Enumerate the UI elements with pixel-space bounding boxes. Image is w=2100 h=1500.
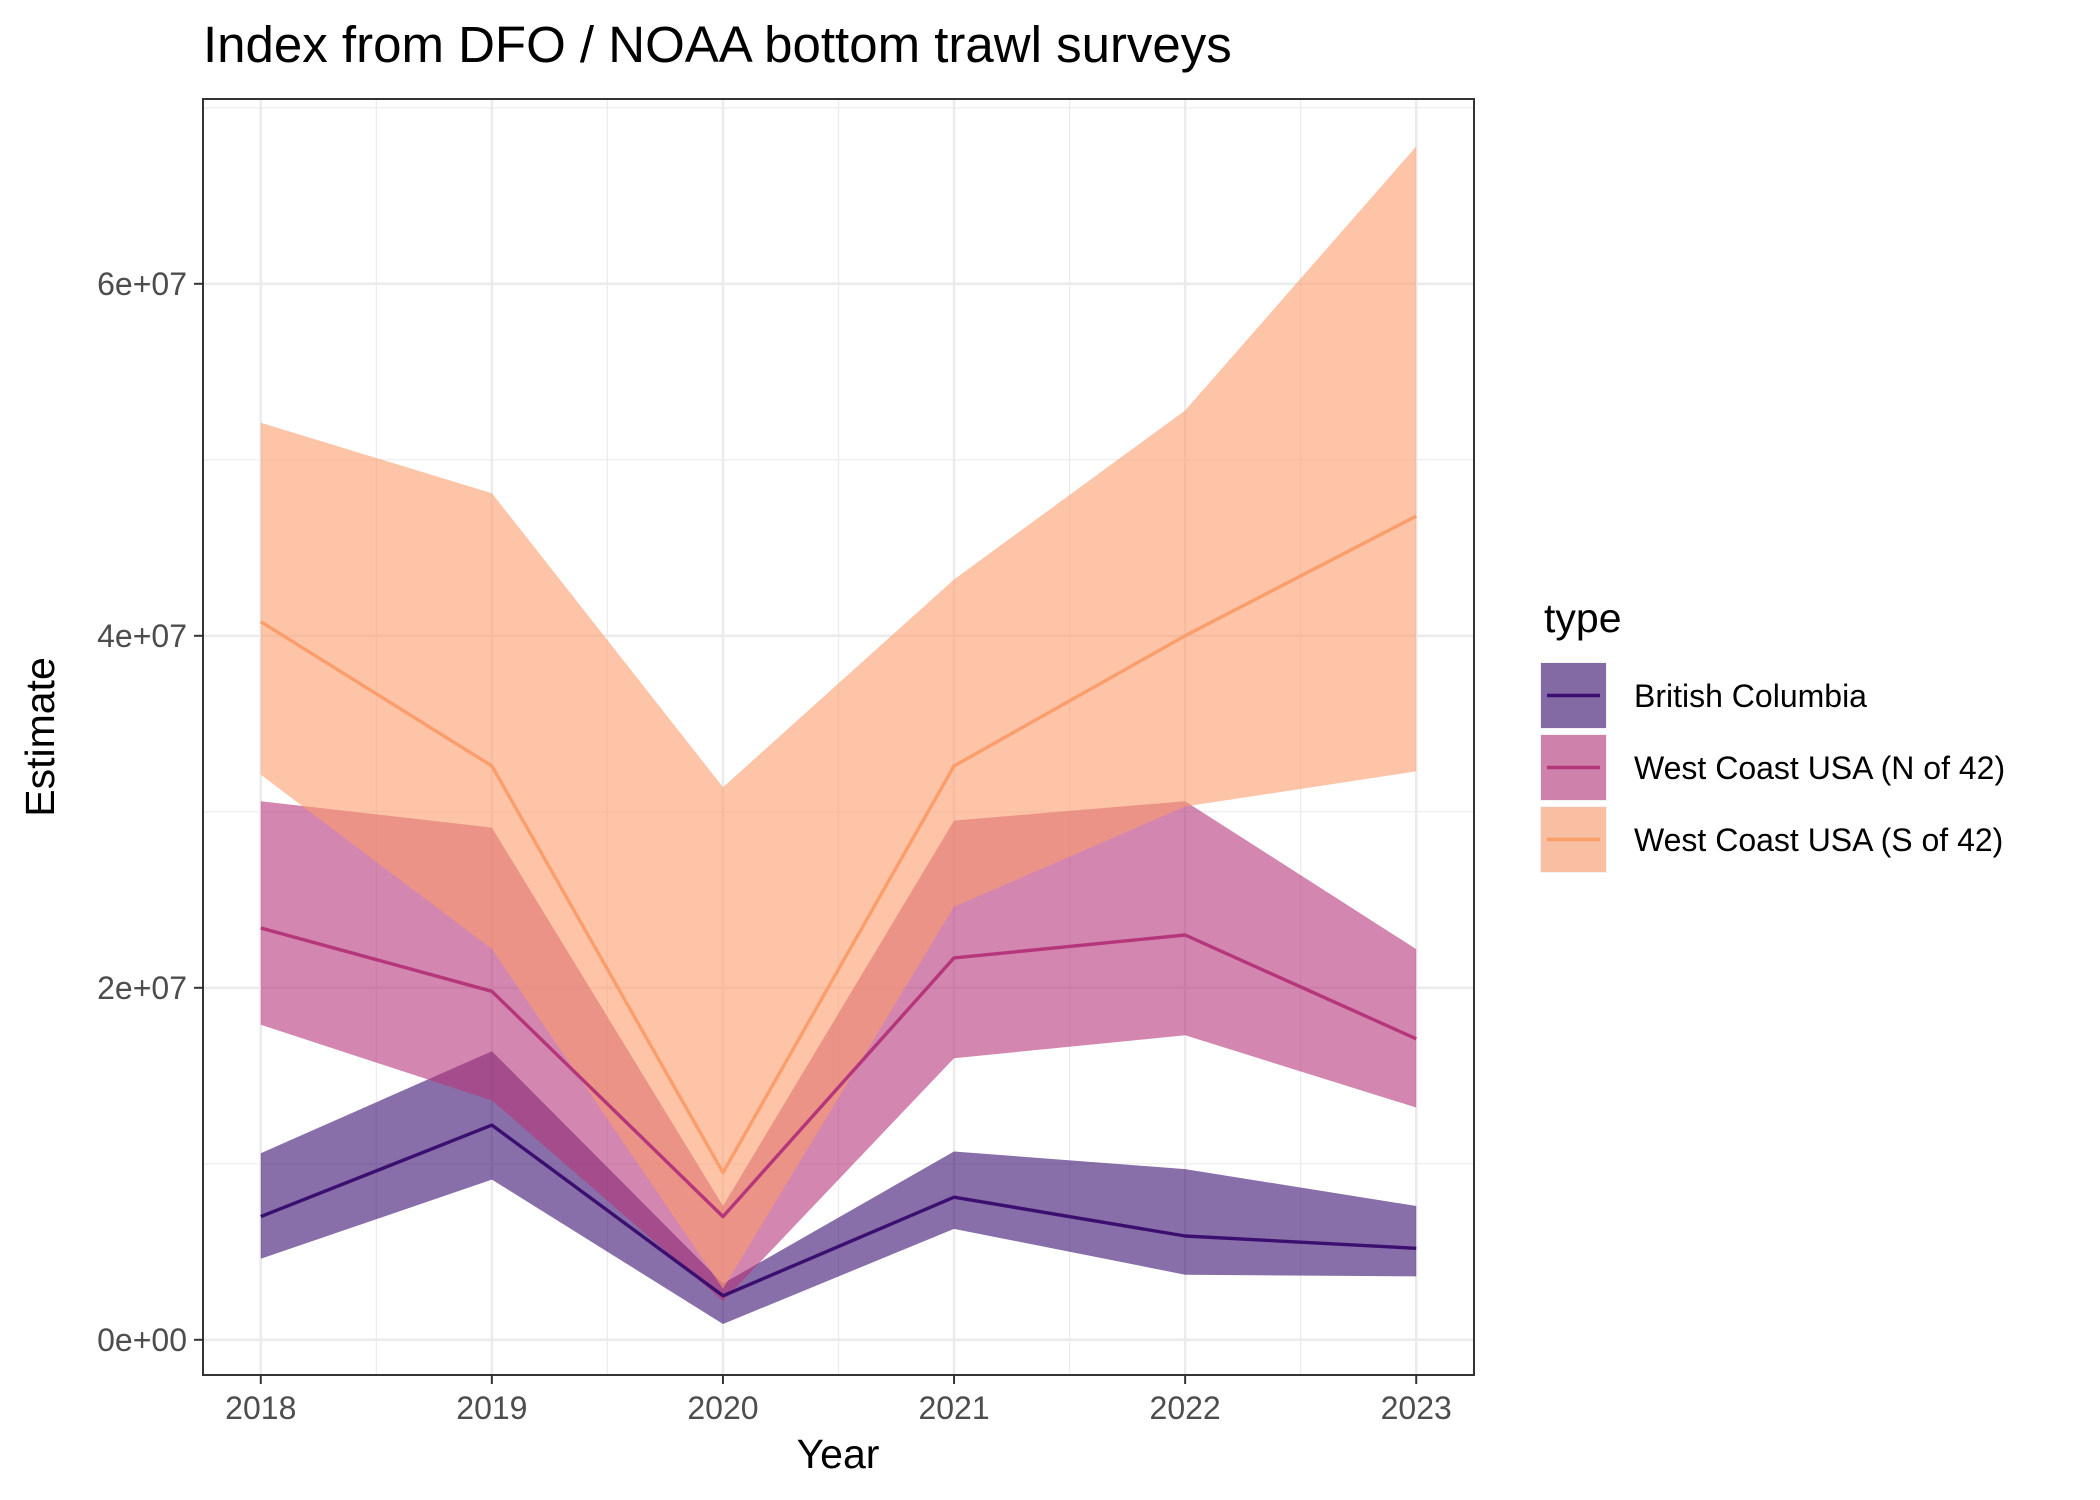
y-axis-title: Estimate [17, 657, 63, 817]
x-tick-label: 2018 [225, 1390, 296, 1426]
x-axis: 2018 2019 2020 2021 2022 2023 [225, 1375, 1452, 1426]
chart-title: Index from DFO / NOAA bottom trawl surve… [203, 16, 1232, 73]
ribbons [260, 146, 1417, 1324]
x-tick-label: 2021 [918, 1390, 989, 1426]
x-tick-label: 2020 [687, 1390, 758, 1426]
line-series-2 [259, 514, 1417, 1175]
x-tick-label: 2022 [1150, 1390, 1221, 1426]
lines [259, 514, 1417, 1298]
legend-label: British Columbia [1634, 678, 1867, 714]
y-tick-label: 6e+07 [97, 266, 187, 302]
x-tick-label: 2023 [1381, 1390, 1452, 1426]
y-axis: 0e+00 2e+07 4e+07 6e+07 [97, 266, 203, 1358]
x-tick-label: 2019 [456, 1390, 527, 1426]
legend-title: type [1544, 595, 1622, 641]
panel-border [202, 98, 1475, 1376]
y-tick-label: 0e+00 [97, 1322, 187, 1358]
y-tick-label: 2e+07 [97, 970, 187, 1006]
ribbon-series-2 [260, 146, 1417, 1289]
legend-label: West Coast USA (N of 42) [1634, 750, 2005, 786]
legend: type British Columbia West Coast USA (N o… [1540, 595, 2005, 873]
legend-label: West Coast USA (S of 42) [1634, 822, 2003, 858]
line-series-0 [260, 1123, 1417, 1298]
y-tick-label: 4e+07 [97, 618, 187, 654]
x-axis-title: Year [797, 1431, 880, 1477]
line-series-1 [260, 926, 1417, 1219]
